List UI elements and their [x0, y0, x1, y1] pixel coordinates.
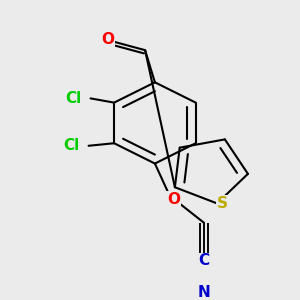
Text: N: N [198, 286, 210, 300]
Text: S: S [217, 196, 227, 211]
Text: O: O [101, 32, 114, 47]
Text: O: O [167, 192, 180, 207]
Text: Cl: Cl [63, 138, 79, 153]
Text: C: C [198, 253, 209, 268]
Text: Cl: Cl [65, 91, 81, 106]
